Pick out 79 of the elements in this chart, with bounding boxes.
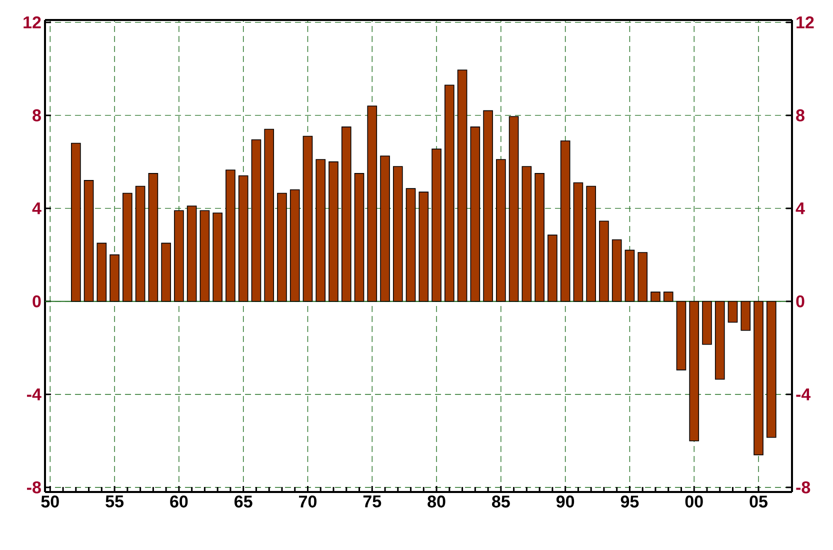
x-tick-label: 50 [41, 496, 59, 508]
x-tick-label: 85 [492, 496, 510, 508]
y2-tick-label: -8 [796, 481, 810, 494]
bar [638, 252, 648, 302]
bar [174, 210, 184, 302]
bar [316, 159, 326, 302]
bar [714, 300, 725, 380]
bar [548, 234, 558, 302]
bar [328, 161, 338, 302]
bar [406, 188, 416, 302]
bar [599, 220, 609, 302]
y2-tick-label: 12 [796, 16, 814, 28]
bar [689, 300, 700, 442]
bar [612, 239, 622, 302]
bar [392, 166, 403, 302]
bar [290, 189, 300, 302]
bar [186, 206, 197, 302]
x-tick-label: 65 [234, 496, 252, 508]
bar [71, 142, 81, 302]
bar [302, 136, 313, 302]
bar [122, 192, 132, 302]
bar [508, 116, 519, 302]
bar [766, 300, 776, 438]
x-tick-label: 60 [170, 496, 188, 508]
bar [148, 173, 158, 302]
bar [470, 126, 480, 302]
bar [573, 182, 584, 302]
bar [380, 156, 390, 302]
bar [354, 173, 364, 302]
y-tick-label: 8 [32, 109, 41, 122]
bar [212, 212, 222, 302]
bar [534, 173, 544, 302]
bar [663, 292, 674, 302]
bar [728, 300, 738, 323]
y2-tick-label: 0 [796, 295, 804, 308]
x-tick-label: 95 [620, 496, 639, 508]
bar [226, 170, 236, 302]
bar [200, 210, 210, 302]
y2-tick-label: 8 [796, 109, 804, 122]
bar [96, 242, 107, 302]
bar [161, 242, 171, 302]
bar [341, 126, 352, 302]
bar [754, 300, 764, 456]
bar [560, 140, 570, 302]
bar [135, 186, 146, 302]
bar [432, 148, 442, 302]
bar [251, 139, 262, 302]
y-tick-label: -8 [27, 481, 41, 494]
x-tick-label: 80 [428, 496, 446, 508]
bar [418, 192, 429, 302]
bar [367, 106, 378, 302]
bar [110, 254, 120, 302]
bar [444, 84, 454, 302]
bar [238, 175, 248, 302]
bar [522, 166, 532, 302]
x-tick-label: 90 [556, 496, 574, 508]
bar [702, 300, 712, 345]
bar [624, 250, 635, 302]
y-tick-label: 0 [32, 295, 41, 308]
x-tick-label: 00 [685, 496, 703, 508]
y-tick-label: 4 [32, 202, 42, 214]
bar [676, 300, 686, 370]
y2-tick-label: 4 [796, 202, 805, 214]
bar [84, 180, 94, 302]
y2-tick-label: -4 [796, 388, 811, 400]
bar [264, 128, 274, 302]
bar [740, 300, 751, 331]
y-tick-label: -4 [27, 388, 42, 400]
bar [650, 292, 660, 302]
x-tick-label: 05 [750, 496, 768, 508]
bar [277, 192, 287, 302]
bar [457, 70, 468, 302]
x-tick-label: 70 [299, 496, 316, 508]
bar [586, 186, 596, 302]
bar [496, 159, 506, 302]
x-tick-label: 75 [363, 496, 382, 508]
y-tick-label: 12 [24, 16, 41, 28]
bar [483, 110, 493, 302]
x-tick-label: 55 [106, 496, 124, 508]
